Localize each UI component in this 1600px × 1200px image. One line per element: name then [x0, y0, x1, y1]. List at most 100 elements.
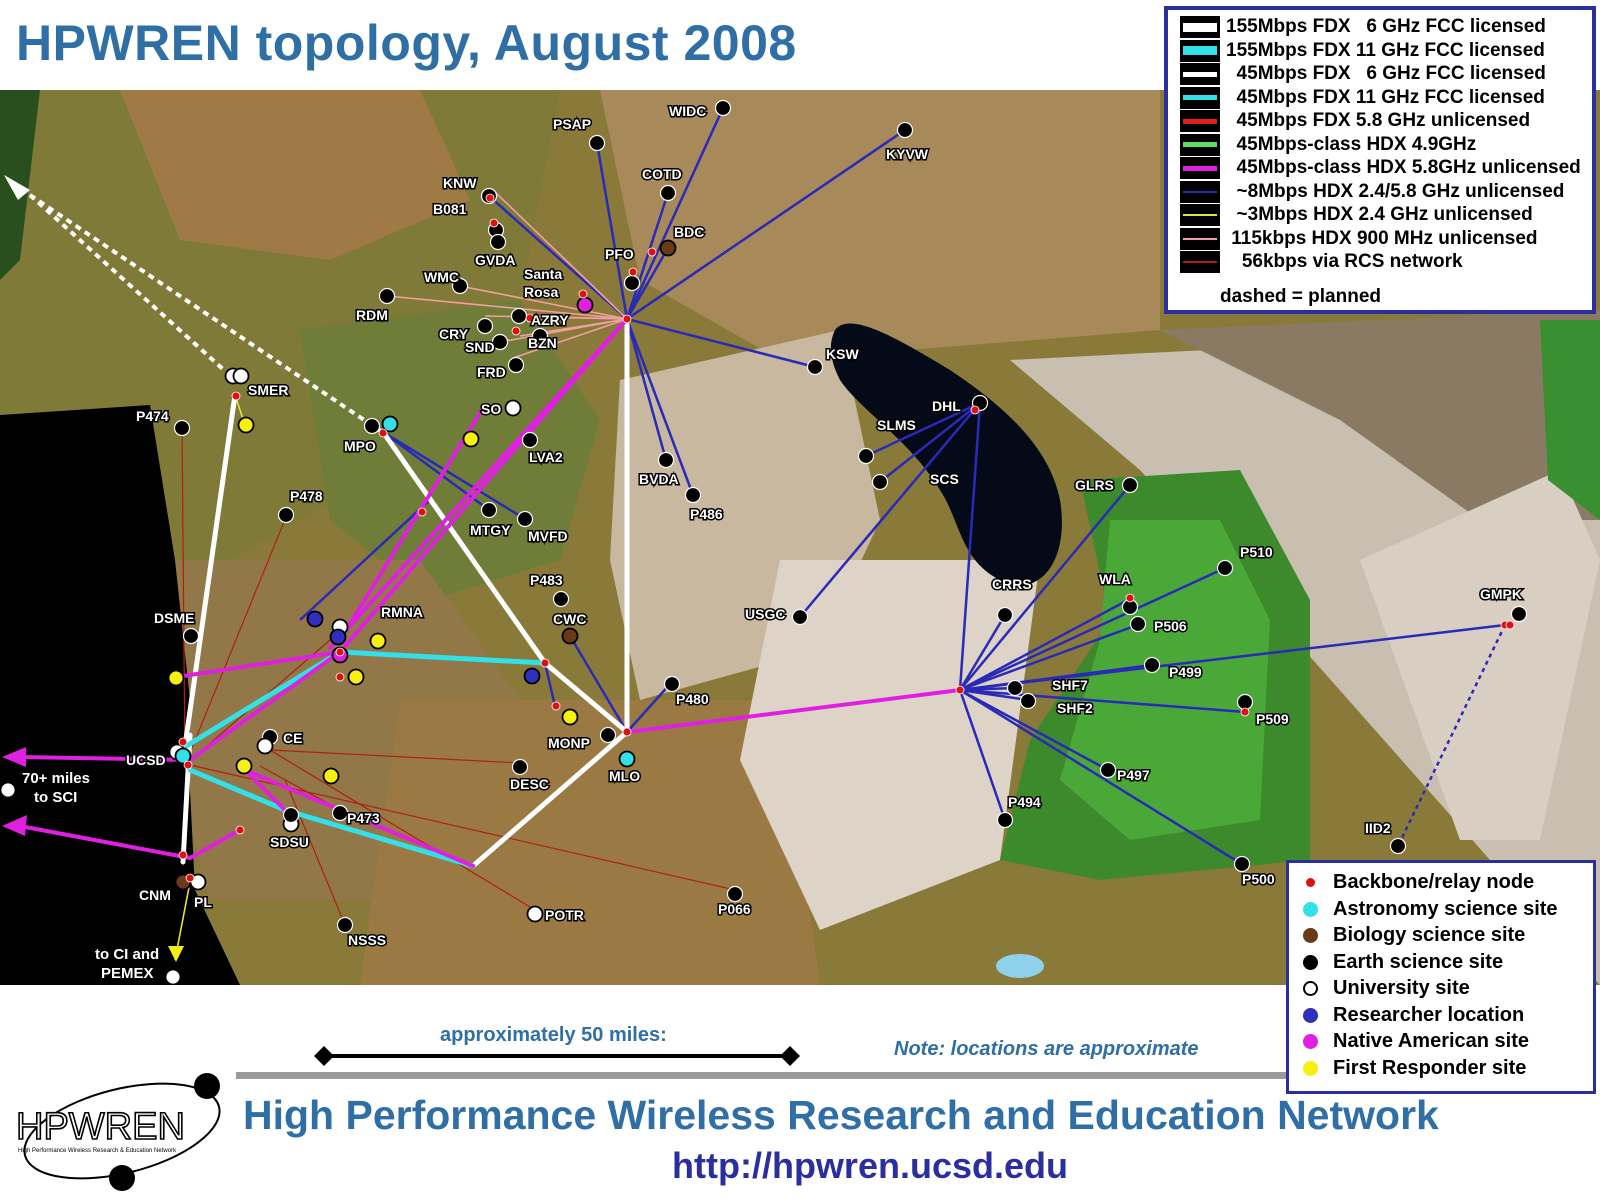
- relay-node-9[interactable]: [231, 391, 241, 401]
- relay-node-1[interactable]: [485, 193, 495, 203]
- site-marker-slms[interactable]: [857, 447, 875, 465]
- site-marker-mpo[interactable]: [363, 417, 381, 435]
- site-marker-potr[interactable]: [526, 905, 544, 923]
- site-marker-bvda[interactable]: [657, 451, 675, 469]
- site-marker-p066[interactable]: [726, 885, 744, 903]
- site-marker-ucsd-a[interactable]: [174, 747, 192, 765]
- relay-node-6[interactable]: [525, 313, 535, 323]
- site-marker-rmna-r2[interactable]: [329, 628, 347, 646]
- site-marker-smer-fr[interactable]: [237, 416, 255, 434]
- site-marker-p483[interactable]: [552, 590, 570, 608]
- site-marker-nsss[interactable]: [336, 916, 354, 934]
- site-marker-santa-rosa[interactable]: [576, 296, 594, 314]
- relay-node-10[interactable]: [378, 428, 388, 438]
- relay-node-16[interactable]: [1240, 707, 1250, 717]
- relay-node-8[interactable]: [970, 405, 980, 415]
- site-marker-p494[interactable]: [996, 811, 1014, 829]
- relay-node-13[interactable]: [622, 727, 632, 737]
- site-marker-pfo-site[interactable]: [623, 274, 641, 292]
- site-marker-fr-3[interactable]: [235, 757, 253, 775]
- site-marker-p500[interactable]: [1233, 855, 1251, 873]
- site-marker-sci[interactable]: [0, 781, 17, 799]
- site-marker-cwc[interactable]: [561, 627, 579, 645]
- site-marker-p499[interactable]: [1143, 656, 1161, 674]
- site-marker-cry[interactable]: [476, 317, 494, 335]
- site-marker-crrs[interactable]: [996, 606, 1014, 624]
- site-marker-p478[interactable]: [277, 506, 295, 524]
- relay-node-22[interactable]: [235, 825, 245, 835]
- site-marker-psap[interactable]: [588, 134, 606, 152]
- site-marker-mpo-astro[interactable]: [381, 415, 399, 433]
- site-marker-smer-2[interactable]: [232, 367, 250, 385]
- website-url[interactable]: http://hpwren.ucsd.edu: [672, 1145, 1068, 1186]
- site-marker-p480[interactable]: [663, 675, 681, 693]
- relay-node-7[interactable]: [511, 326, 521, 336]
- relay-node-21[interactable]: [185, 873, 195, 883]
- relay-node-20[interactable]: [178, 850, 188, 860]
- site-marker-snd[interactable]: [491, 333, 509, 351]
- relay-node-24[interactable]: [335, 672, 345, 682]
- relay-node-3[interactable]: [647, 247, 657, 257]
- relay-node-0[interactable]: [622, 314, 632, 324]
- site-marker-p486[interactable]: [684, 486, 702, 504]
- relay-node-18[interactable]: [178, 737, 188, 747]
- site-marker-ksw[interactable]: [806, 358, 824, 376]
- site-marker-dsme[interactable]: [182, 627, 200, 645]
- site-marker-lva2[interactable]: [521, 431, 539, 449]
- relay-node-14[interactable]: [955, 685, 965, 695]
- site-marker-so[interactable]: [504, 399, 522, 417]
- label-p066: P066: [718, 901, 751, 917]
- site-marker-desc[interactable]: [511, 758, 529, 776]
- site-marker-bzn[interactable]: [531, 327, 549, 345]
- site-marker-so-fr[interactable]: [462, 430, 480, 448]
- site-marker-shf7[interactable]: [1006, 679, 1024, 697]
- site-marker-rmna-fr2[interactable]: [347, 668, 365, 686]
- site-marker-rdm[interactable]: [378, 287, 396, 305]
- relay-node-23[interactable]: [335, 647, 345, 657]
- site-marker-p473[interactable]: [331, 804, 349, 822]
- relay-node-2[interactable]: [489, 218, 499, 228]
- site-marker-fr-4[interactable]: [322, 767, 340, 785]
- site-marker-scs[interactable]: [871, 473, 889, 491]
- site-marker-iid2[interactable]: [1389, 837, 1407, 855]
- relay-node-5[interactable]: [578, 289, 588, 299]
- site-marker-azry[interactable]: [510, 307, 528, 325]
- relay-node-25[interactable]: [551, 701, 561, 711]
- site-marker-mlo[interactable]: [618, 750, 636, 768]
- site-marker-p510[interactable]: [1216, 559, 1234, 577]
- relay-node-11[interactable]: [417, 507, 427, 517]
- site-marker-mvfd[interactable]: [516, 510, 534, 528]
- site-marker-gvda[interactable]: [489, 233, 507, 251]
- relay-node-19[interactable]: [183, 760, 193, 770]
- site-marker-widc[interactable]: [714, 99, 732, 117]
- site-marker-p509[interactable]: [1236, 693, 1254, 711]
- relay-node-26[interactable]: [1505, 620, 1515, 630]
- site-marker-usgc[interactable]: [791, 608, 809, 626]
- relay-node-4[interactable]: [628, 267, 638, 277]
- site-marker-cotd[interactable]: [659, 184, 677, 202]
- site-marker-wmc[interactable]: [451, 277, 469, 295]
- relay-node-12[interactable]: [540, 658, 550, 668]
- site-marker-monp-fr[interactable]: [561, 708, 579, 726]
- site-marker-p506[interactable]: [1129, 615, 1147, 633]
- site-marker-dsme-fr[interactable]: [167, 669, 185, 687]
- site-marker-shf2[interactable]: [1019, 692, 1037, 710]
- site-marker-pemex[interactable]: [164, 968, 182, 985]
- site-marker-rmna-r1[interactable]: [306, 610, 324, 628]
- relay-node-15[interactable]: [1125, 593, 1135, 603]
- site-marker-glrs[interactable]: [1121, 476, 1139, 494]
- label-ci-line2: PEMEX: [101, 965, 154, 982]
- site-marker-kyvw[interactable]: [896, 121, 914, 139]
- site-marker-sdsu-2[interactable]: [282, 806, 300, 824]
- site-marker-p497[interactable]: [1099, 761, 1117, 779]
- site-marker-bdc[interactable]: [659, 239, 677, 257]
- site-marker-monp[interactable]: [599, 726, 617, 744]
- site-marker-mtgy[interactable]: [480, 501, 498, 519]
- site-marker-frd[interactable]: [507, 356, 525, 374]
- map-title: HPWREN topology, August 2008: [16, 15, 797, 71]
- site-marker-gmpk[interactable]: [1510, 605, 1528, 623]
- site-marker-p474[interactable]: [173, 419, 191, 437]
- site-marker-ce-2[interactable]: [256, 737, 274, 755]
- site-marker-rmna-fr[interactable]: [369, 632, 387, 650]
- site-marker-researcher-3[interactable]: [523, 667, 541, 685]
